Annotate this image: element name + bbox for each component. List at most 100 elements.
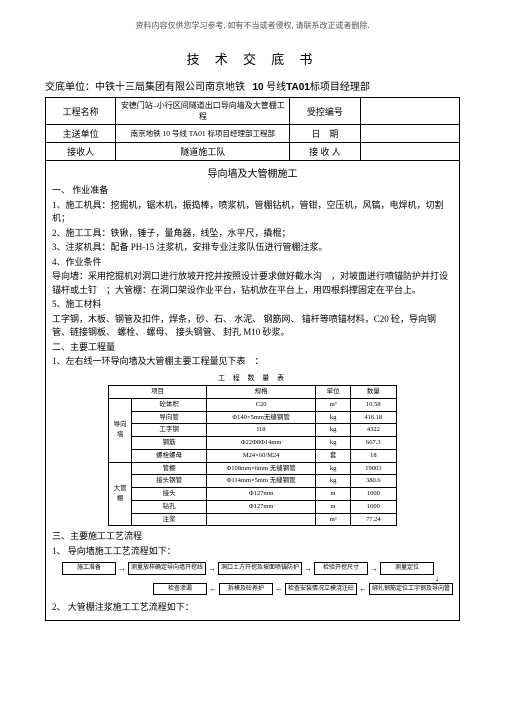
submit-line: 交底单位：中铁十三局集团有限公司南京地铁 10 号线TA01标项目经理部 — [45, 78, 460, 93]
qty-r1c1: 砼体积 — [132, 398, 207, 411]
qty-r1c2: C20 — [206, 398, 315, 411]
qty-r5c1: 螺栓螺母 — [132, 449, 207, 462]
qty-table: 项目 规格 单位 数量 导向墙 砼体积 C20 m³ 10.58 导向管 — [108, 385, 397, 526]
qty-r1c4: 10.58 — [350, 398, 396, 411]
arrow-down-icon: ↓ — [435, 575, 439, 583]
arrow-icon: ← — [359, 585, 367, 593]
qty-r6c4: 19003 — [350, 462, 396, 475]
main-table: 工程名称 安德门站–小行区间隧道出口导向墙及大管棚工程 受控编号 主送单位 南京… — [45, 97, 460, 621]
qty-r2c3: kg — [316, 411, 351, 424]
qty-r7c3: kg — [316, 475, 351, 488]
qty-h2: 规格 — [206, 386, 315, 399]
qty-r5c4: 18 — [350, 449, 396, 462]
qty-r6c3: kg — [316, 462, 351, 475]
doc-title: 技 术 交 底 书 — [45, 49, 460, 68]
qty-r1c3: m³ — [316, 398, 351, 411]
qty-g1: 导向墙 — [109, 398, 132, 462]
arrow-icon: → — [370, 565, 378, 573]
qty-r8c4: 1000 — [350, 488, 396, 501]
arrow-icon: → — [208, 565, 216, 573]
sec3: 三、主要施工工艺流程 — [52, 530, 453, 544]
qty-h4: 数量 — [350, 386, 396, 399]
qty-r9c4: 1000 — [350, 500, 396, 513]
sec2: 二、主要工程量 — [52, 341, 453, 355]
qty-r10c1: 注浆 — [132, 513, 207, 526]
qty-r4c1: 钢筋 — [132, 437, 207, 450]
qty-r3c3: kg — [316, 424, 351, 437]
flowchart: 施工准备 → 测量放样确定导向墙开挖线 → 洞口土方开挖及坡面喷锚防护 → 检验… — [52, 562, 453, 595]
sec3-2: 2、 大管棚注浆施工工艺流程如下： — [52, 601, 453, 615]
flow-b5: 测量定位 — [380, 562, 434, 575]
qty-r10c2 — [206, 513, 315, 526]
flow-b2: 测量放样确定导向墙开挖线 — [128, 562, 206, 575]
body-cell: 导向墙及大管棚施工 一、 作业准备 1、施工机具：挖掘机，锯木机，振捣棒，喷浆机… — [46, 161, 460, 621]
qty-r6c1: 管棚 — [132, 462, 207, 475]
arrow-icon: → — [118, 565, 126, 573]
qty-r2c1: 导向管 — [132, 411, 207, 424]
submit-suffix: 号线 — [266, 82, 286, 93]
qty-caption: 工 程 数 量 表 — [108, 373, 397, 384]
sec1-5t: 工字钢，木板、钢管及扣件，焊条，砂、石、 水泥、 钢筋网、 锚杆等喷锚材料，C2… — [52, 313, 453, 340]
qty-r2c4: 416.18 — [350, 411, 396, 424]
flow-b6: 绑扎钢筋定位工字钢及导向管 — [369, 583, 453, 596]
sec1-5: 5、施工材料 — [52, 298, 453, 312]
qty-g2: 大管棚 — [109, 462, 132, 526]
sec2-1: 1、左右线一环导向墙及大管棚主要工程量见下表 ： — [52, 355, 453, 369]
sec1-4t: 导向墙：采用挖掘机对洞口进行放坡开挖并按照设计要求做好截水沟 ，对坡面进行喷锚防… — [52, 270, 453, 297]
qty-h1: 项目 — [109, 386, 207, 399]
submit-label: 交底单位： — [45, 82, 95, 93]
cell-receiver-label: 接收人 — [46, 143, 116, 161]
sec1-3: 3、注浆机具：配备 PH-15 注浆机，安排专业注浆队伍进行管棚注浆。 — [52, 241, 453, 255]
cell-receiver: 隧道施工队 — [116, 143, 290, 161]
qty-r9c1: 钻孔 — [132, 500, 207, 513]
qty-r8c2: Φ127mm — [206, 488, 315, 501]
qty-r2c2: Φ140×5mm无缝钢管 — [206, 411, 315, 424]
qty-r10c4: 77.24 — [350, 513, 396, 526]
cell-send-unit-label: 主送单位 — [46, 125, 116, 143]
qty-r4c3: kg — [316, 437, 351, 450]
cell-ctrl-no-label: 受控编号 — [290, 98, 360, 125]
body-center-title: 导向墙及大管棚施工 — [52, 167, 453, 182]
qty-r3c2: I18 — [206, 424, 315, 437]
cell-project-name: 安德门站–小行区间隧道出口导向墙及大管棚工程 — [116, 98, 290, 125]
arrow-icon: → — [304, 565, 312, 573]
flow-b1: 施工准备 — [62, 562, 116, 575]
cell-recv-val — [360, 143, 459, 161]
sec3-1: 1、 导向墙施工工艺流程如下： — [52, 545, 453, 559]
submit-bid: TA01 — [286, 82, 310, 93]
qty-r8c1: 接头 — [132, 488, 207, 501]
cell-project-name-label: 工程名称 — [46, 98, 116, 125]
qty-r7c1: 接头钢管 — [132, 475, 207, 488]
qty-r4c4: 667.3 — [350, 437, 396, 450]
flow-b4: 检验开挖尺寸 — [314, 562, 368, 575]
qty-r7c2: Φ114mm×5mm 无缝钢管 — [206, 475, 315, 488]
header-note: 资料内容仅供您学习参考, 如有不当或者侵权, 请联系改正或者删除. — [45, 20, 460, 31]
arrow-icon: ← — [275, 585, 283, 593]
qty-h3: 单位 — [316, 386, 351, 399]
qty-r5c3: 套 — [316, 449, 351, 462]
sec1: 一、 作业准备 — [52, 184, 453, 198]
flow-b7: 检查安装情况立模浇注砼 — [285, 583, 357, 596]
flow-b8: 拆模及砼养护 — [219, 583, 273, 596]
qty-r6c2: Φ108mm×6mm 无缝钢管 — [206, 462, 315, 475]
submit-tail: 标项目经理部 — [310, 82, 370, 93]
submit-company: 中铁十三局集团有限公司南京地铁 — [95, 82, 245, 93]
sec1-4: 4、作业条件 — [52, 256, 453, 270]
flow-b9: 检查渗漏 — [153, 583, 207, 596]
cell-send-unit: 南京地铁 10 号线 TA01 标项目经理部工程部 — [116, 125, 290, 143]
qty-r9c2: Φ127mm — [206, 500, 315, 513]
qty-r9c3: m — [316, 500, 351, 513]
submit-line-no: 10 — [253, 82, 264, 93]
qty-r3c4: 4322 — [350, 424, 396, 437]
qty-r3c1: 工字钢 — [132, 424, 207, 437]
qty-table-wrap: 工 程 数 量 表 项目 规格 单位 数量 导向墙 砼体积 C20 m³ 10.… — [108, 373, 397, 527]
qty-r10c3: m³ — [316, 513, 351, 526]
qty-r4c2: Φ22Φ8Φ14mm — [206, 437, 315, 450]
cell-date — [360, 125, 459, 143]
flow-b3: 洞口土方开挖及坡面喷锚防护 — [218, 562, 302, 575]
cell-ctrl-no — [360, 98, 459, 125]
arrow-icon: ← — [209, 585, 217, 593]
cell-recv-label2: 接 收 人 — [290, 143, 360, 161]
sec1-1: 1、施工机具：挖掘机，锯木机，振捣棒，喷浆机，管棚钻机，管钳，空压机，风镐，电焊… — [52, 199, 453, 226]
cell-date-label: 日 期 — [290, 125, 360, 143]
